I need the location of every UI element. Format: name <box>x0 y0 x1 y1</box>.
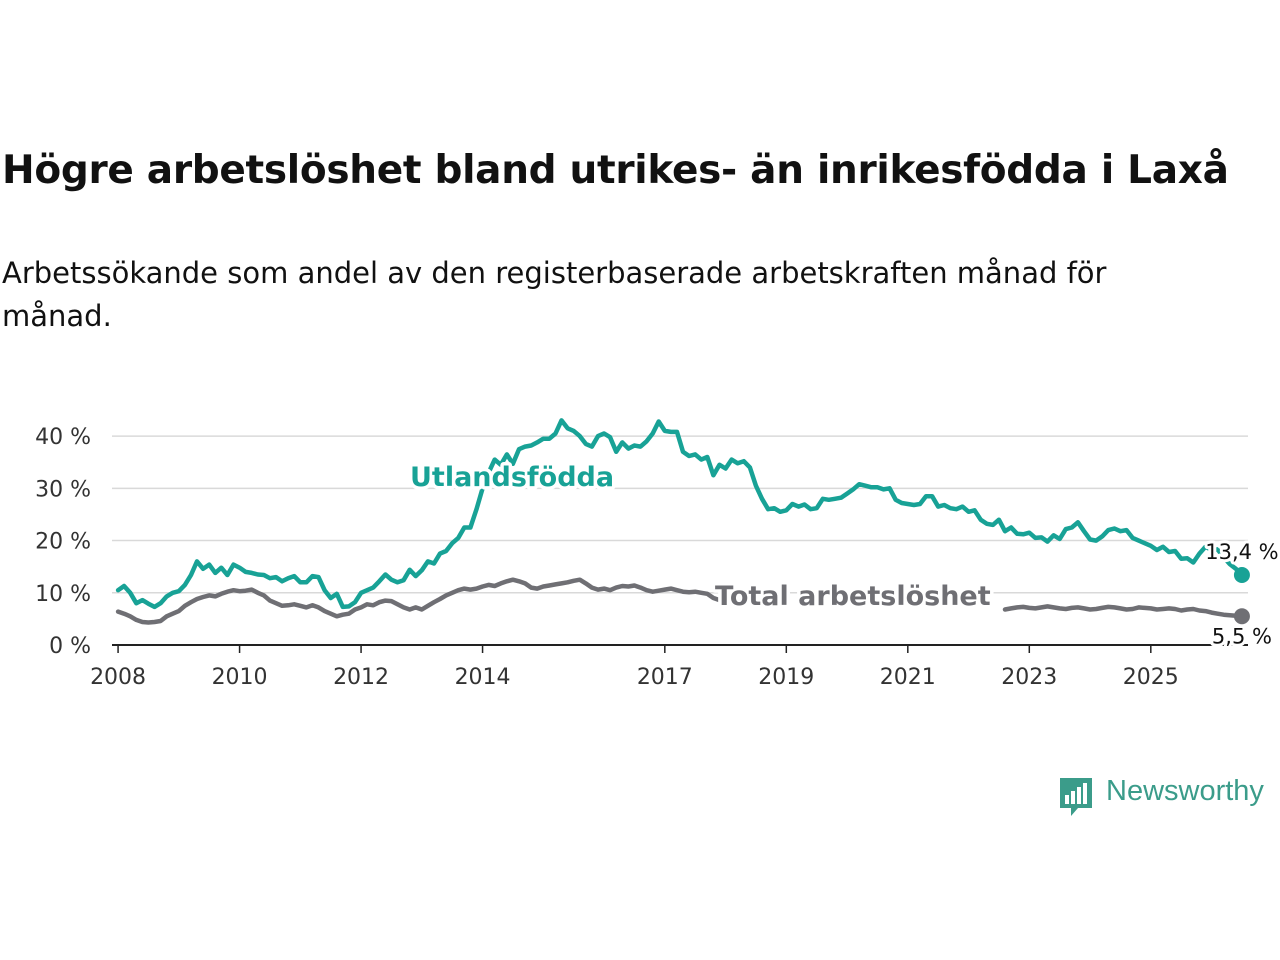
y-tick-label: 10 % <box>35 582 91 607</box>
end-value-utlandsfodda: 13,4 % <box>1205 540 1278 564</box>
x-axis-ticks: 2008 2010 2012 2014 2017 2019 2021 2023 2025 <box>90 644 1248 690</box>
chart-subtitle: Arbetssökande som andel av den registerb… <box>2 256 1107 333</box>
series-line-utlandsfodda <box>115 418 1245 610</box>
series-label-total: Total arbetslöshet <box>715 581 991 612</box>
end-value-total: 5,5 % <box>1212 624 1272 648</box>
y-tick-label: 20 % <box>35 530 91 555</box>
series-lines <box>115 418 1250 625</box>
grid-lines <box>112 435 1248 594</box>
x-tick-label: 2019 <box>758 665 814 690</box>
chart-title: Högre arbetslöshet bland utrikes- än inr… <box>2 148 1229 193</box>
series-label-utlandsfodda: Utlandsfödda <box>410 462 614 493</box>
y-tick-label: 0 % <box>49 634 91 659</box>
newsworthy-logo-text: Newsworthy <box>1106 775 1264 807</box>
series-end-marker <box>1233 567 1250 584</box>
y-tick-label: 30 % <box>35 477 91 502</box>
series-labels: Utlandsfödda Total arbetslöshet 13,4 % 5,5 … <box>407 459 1280 652</box>
x-tick-label: 2014 <box>455 665 511 690</box>
series-line-total <box>115 577 1245 625</box>
x-tick-label: 2023 <box>1001 665 1057 690</box>
x-tick-label: 2017 <box>637 665 693 690</box>
line-chart: 0 % 10 % 20 % 30 % 40 % 2008 2010 2012 2014 2017… <box>35 418 1280 690</box>
series-end-marker <box>1233 608 1250 625</box>
y-tick-label: 40 % <box>35 425 91 450</box>
x-tick-label: 2008 <box>90 665 146 690</box>
x-tick-label: 2025 <box>1123 665 1179 690</box>
x-tick-label: 2012 <box>333 665 389 690</box>
newsworthy-logo[interactable]: Newsworthy <box>1058 774 1280 820</box>
y-axis-ticks: 0 % 10 % 20 % 30 % 40 % <box>35 425 91 659</box>
x-tick-label: 2021 <box>880 665 936 690</box>
newsworthy-logo-icon <box>1060 778 1092 816</box>
x-tick-label: 2010 <box>212 665 268 690</box>
